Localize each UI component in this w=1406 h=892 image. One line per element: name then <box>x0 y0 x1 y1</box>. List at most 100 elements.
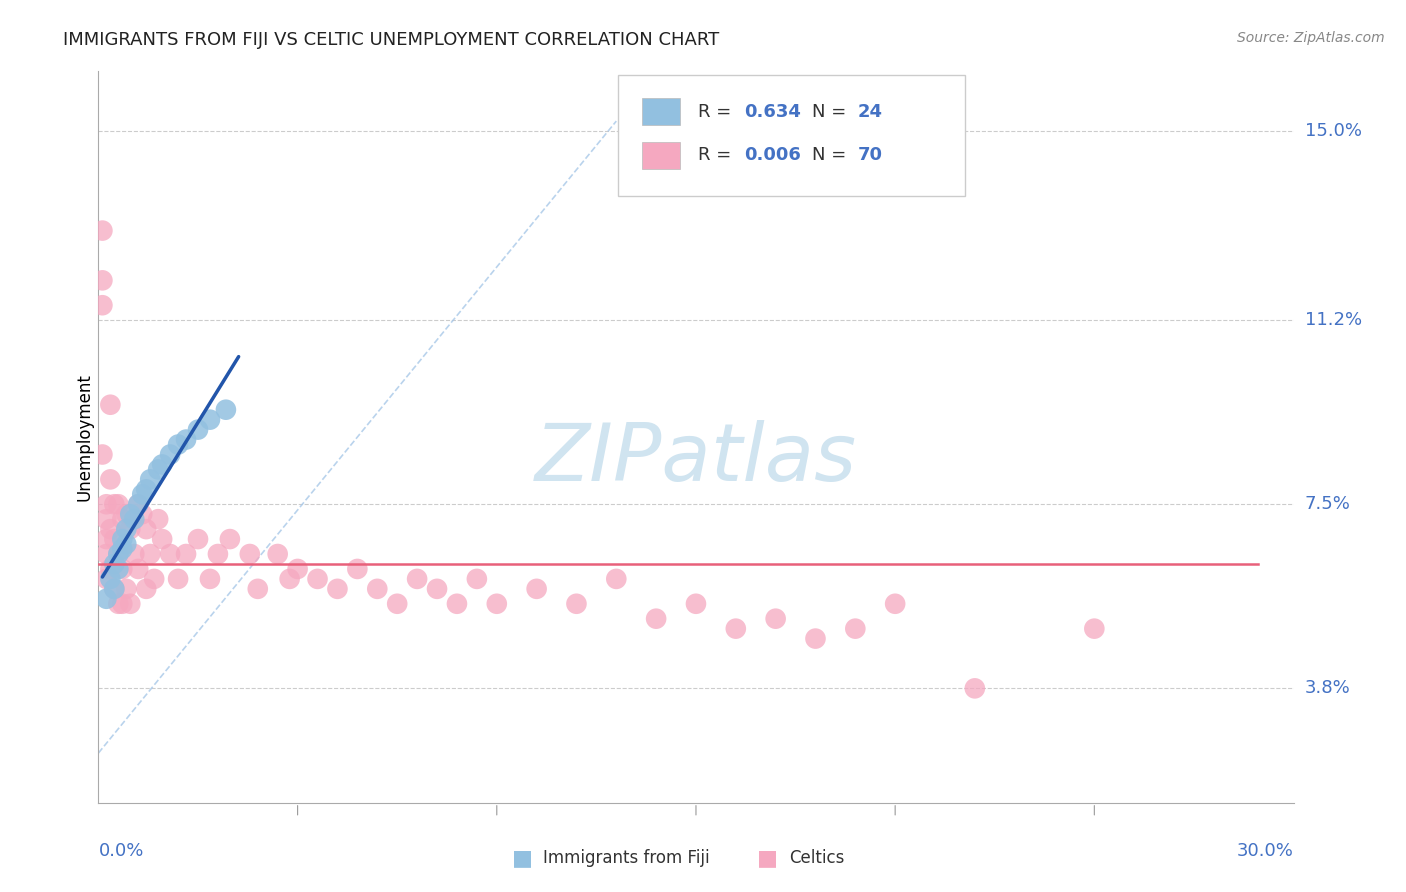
Point <box>526 582 548 596</box>
Point <box>159 547 181 561</box>
Point <box>804 632 827 646</box>
Point <box>278 572 301 586</box>
Point <box>131 507 153 521</box>
Text: R =: R = <box>699 103 737 120</box>
Point <box>127 562 149 576</box>
Point <box>98 522 122 536</box>
Text: ZIPatlas: ZIPatlas <box>534 420 858 498</box>
Point <box>98 572 122 586</box>
Point <box>111 532 134 546</box>
Text: N =: N = <box>811 103 852 120</box>
Point <box>96 547 118 561</box>
Point <box>366 582 388 596</box>
FancyBboxPatch shape <box>643 142 681 169</box>
Text: Celtics: Celtics <box>789 848 845 867</box>
Point <box>167 437 190 451</box>
Point <box>127 497 149 511</box>
Point <box>139 472 162 486</box>
Text: Immigrants from Fiji: Immigrants from Fiji <box>543 848 710 867</box>
Point <box>150 532 173 546</box>
Point <box>131 487 153 501</box>
Point <box>115 507 138 521</box>
Point <box>174 547 197 561</box>
Point <box>167 572 190 586</box>
Point <box>207 547 229 561</box>
Point <box>107 547 129 561</box>
Text: 0.006: 0.006 <box>744 146 800 164</box>
Point <box>963 681 986 696</box>
Point <box>96 497 118 511</box>
Point <box>385 597 409 611</box>
Point <box>120 597 142 611</box>
Point <box>96 572 118 586</box>
Point <box>605 572 627 586</box>
Point <box>844 622 866 636</box>
Point <box>187 532 209 546</box>
Point <box>115 582 138 596</box>
Text: IMMIGRANTS FROM FIJI VS CELTIC UNEMPLOYMENT CORRELATION CHART: IMMIGRANTS FROM FIJI VS CELTIC UNEMPLOYM… <box>63 31 720 49</box>
Point <box>287 562 309 576</box>
Point <box>91 298 114 312</box>
Text: R =: R = <box>699 146 737 164</box>
Text: ■: ■ <box>758 847 778 868</box>
Point <box>98 562 122 576</box>
Point <box>1083 622 1105 636</box>
Point <box>107 562 129 576</box>
Point <box>326 582 349 596</box>
Point <box>135 483 157 497</box>
Point <box>406 572 429 586</box>
Text: 7.5%: 7.5% <box>1305 495 1351 513</box>
Point <box>96 591 118 606</box>
Point <box>111 542 134 557</box>
Point <box>724 622 747 636</box>
Point <box>685 597 707 611</box>
Point <box>765 612 787 626</box>
Point <box>198 412 221 426</box>
Point <box>267 547 290 561</box>
Point <box>96 532 118 546</box>
Text: 15.0%: 15.0% <box>1305 122 1361 140</box>
Point <box>884 597 907 611</box>
Point <box>143 572 166 586</box>
Text: 3.8%: 3.8% <box>1305 680 1350 698</box>
Point <box>565 597 588 611</box>
Text: 0.0%: 0.0% <box>98 842 143 860</box>
Point <box>148 462 170 476</box>
Point <box>115 522 138 536</box>
Point <box>135 522 157 536</box>
Point <box>174 433 197 447</box>
Point <box>103 532 125 546</box>
Point <box>107 597 129 611</box>
Text: 70: 70 <box>858 146 883 164</box>
Point <box>91 448 114 462</box>
Text: 30.0%: 30.0% <box>1237 842 1294 860</box>
Point <box>346 562 368 576</box>
Point <box>159 448 181 462</box>
Text: 0.634: 0.634 <box>744 103 800 120</box>
Y-axis label: Unemployment: Unemployment <box>76 373 94 501</box>
Point <box>485 597 508 611</box>
Point <box>111 562 134 576</box>
Text: 24: 24 <box>858 103 883 120</box>
Point <box>103 557 125 571</box>
Text: 11.2%: 11.2% <box>1305 311 1362 329</box>
Point <box>103 497 125 511</box>
Point <box>198 572 221 586</box>
Point <box>127 497 149 511</box>
Point <box>307 572 329 586</box>
Text: Source: ZipAtlas.com: Source: ZipAtlas.com <box>1237 31 1385 45</box>
Point <box>426 582 449 596</box>
Point <box>103 582 125 596</box>
Text: N =: N = <box>811 146 852 164</box>
Point <box>96 512 118 526</box>
Point <box>103 582 125 596</box>
Point <box>246 582 269 596</box>
Point <box>150 458 173 472</box>
Point <box>107 497 129 511</box>
Point <box>135 582 157 596</box>
Point <box>148 512 170 526</box>
Point <box>91 224 114 238</box>
Point <box>239 547 262 561</box>
FancyBboxPatch shape <box>643 98 681 125</box>
Point <box>124 547 146 561</box>
